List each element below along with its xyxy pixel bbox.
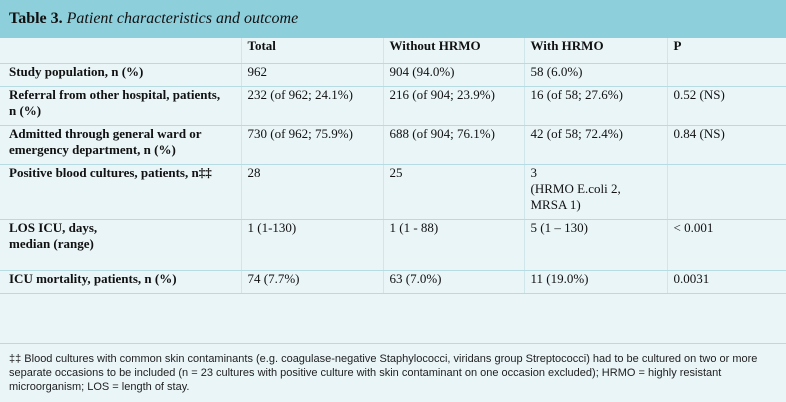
cell-with: 5 (1 – 130) [523,219,667,271]
cell-p [666,164,786,220]
cell-total: 730 (of 962; 75.9%) [240,125,383,165]
table-row: Admitted through general ward or emergen… [0,125,786,165]
cell-text: 63 (7.0%) [389,271,442,286]
cell-p: 0.52 (NS) [666,86,786,126]
row-label-text: Admitted through general ward or [9,126,202,141]
cell-total: 232 (of 962; 24.1%) [240,86,383,126]
row-label: Admitted through general ward or emergen… [0,125,241,165]
cell-without: 1 (1 - 88) [382,219,524,271]
cell-text: 688 (of 904; 76.1%) [389,126,495,141]
row-label-text: LOS ICU, days, [9,220,98,235]
table-row: Study population, n (%) 962 904 (94.0%) … [0,63,786,87]
row-label-text: Referral from other hospital, patients, [9,87,221,102]
header-with-hrmo: With HRMO [523,38,667,64]
row-label-text: n (%) [9,103,42,118]
cell-text: MRSA 1) [530,197,581,212]
row-label: Referral from other hospital, patients, … [0,86,241,126]
cell-without: 904 (94.0%) [382,63,524,87]
cell-total: 962 [240,63,383,87]
cell-text: 16 (of 58; 27.6%) [530,87,623,102]
cell-p: < 0.001 [666,219,786,271]
cell-text: 58 (6.0%) [530,64,583,79]
header-total: Total [240,38,383,64]
cell-p: 0.84 (NS) [666,125,786,165]
cell-total: 1 (1-130) [240,219,383,271]
cell-text: 3 [530,165,538,180]
header-p: P [666,38,786,64]
cell-with: 16 (of 58; 27.6%) [523,86,667,126]
cell-p: 0.0031 [666,270,786,294]
cell-text: 0.0031 [673,271,710,286]
cell-with: 11 (19.0%) [523,270,667,294]
row-label: ICU mortality, patients, n (%) [0,270,241,294]
row-label-text: emergency department, n (%) [9,142,176,157]
cell-text: 5 (1 – 130) [530,220,588,235]
cell-text: 1 (1 - 88) [389,220,439,235]
row-label-text: median (range) [9,236,94,251]
cell-text: 1 (1-130) [247,220,297,235]
cell-p [666,63,786,87]
cell-without: 25 [382,164,524,220]
table-title-bar: Table 3. Patient characteristics and out… [0,0,786,38]
header-label [0,38,241,64]
header-without-hrmo: Without HRMO [382,38,524,64]
cell-with: 42 (of 58; 72.4%) [523,125,667,165]
row-label-text: Study population, n (%) [9,64,144,79]
cell-with: 3 (HRMO E.coli 2, MRSA 1) [523,164,667,220]
cell-text: 11 (19.0%) [530,271,589,286]
table-row: LOS ICU, days, median (range) 1 (1-130) … [0,219,786,271]
table-header-row: Total Without HRMO With HRMO P [0,38,786,64]
cell-text: 0.52 (NS) [673,87,725,102]
cell-text: 232 (of 962; 24.1%) [247,87,353,102]
table-label: Table 3. [9,10,63,27]
table-row: Referral from other hospital, patients, … [0,86,786,126]
cell-text: 25 [389,165,403,180]
cell-text: 42 (of 58; 72.4%) [530,126,623,141]
cell-total: 28 [240,164,383,220]
cell-without: 216 (of 904; 23.9%) [382,86,524,126]
cell-with: 58 (6.0%) [523,63,667,87]
row-label: Study population, n (%) [0,63,241,87]
cell-text: 730 (of 962; 75.9%) [247,126,353,141]
cell-text: 904 (94.0%) [389,64,455,79]
table-footnote: ‡‡ Blood cultures with common skin conta… [0,343,786,394]
cell-text: 962 [247,64,268,79]
row-label-text: ICU mortality, patients, n (%) [9,271,177,286]
table-row: ICU mortality, patients, n (%) 74 (7.7%)… [0,270,786,294]
table-title: Patient characteristics and outcome [66,10,299,27]
row-label: Positive blood cultures, patients, n‡‡ [0,164,241,220]
cell-total: 74 (7.7%) [240,270,383,294]
cell-text: < 0.001 [673,220,714,235]
table-row: Positive blood cultures, patients, n‡‡ 2… [0,164,786,220]
cell-text: 74 (7.7%) [247,271,300,286]
cell-without: 63 (7.0%) [382,270,524,294]
characteristics-table: Total Without HRMO With HRMO P Study pop… [0,38,786,294]
cell-text: 28 [247,165,261,180]
cell-text: 216 (of 904; 23.9%) [389,87,495,102]
cell-text: 0.84 (NS) [673,126,725,141]
row-label-text: Positive blood cultures, patients, n‡‡ [9,165,212,180]
row-label: LOS ICU, days, median (range) [0,219,241,271]
cell-text: (HRMO E.coli 2, [530,181,621,196]
cell-without: 688 (of 904; 76.1%) [382,125,524,165]
